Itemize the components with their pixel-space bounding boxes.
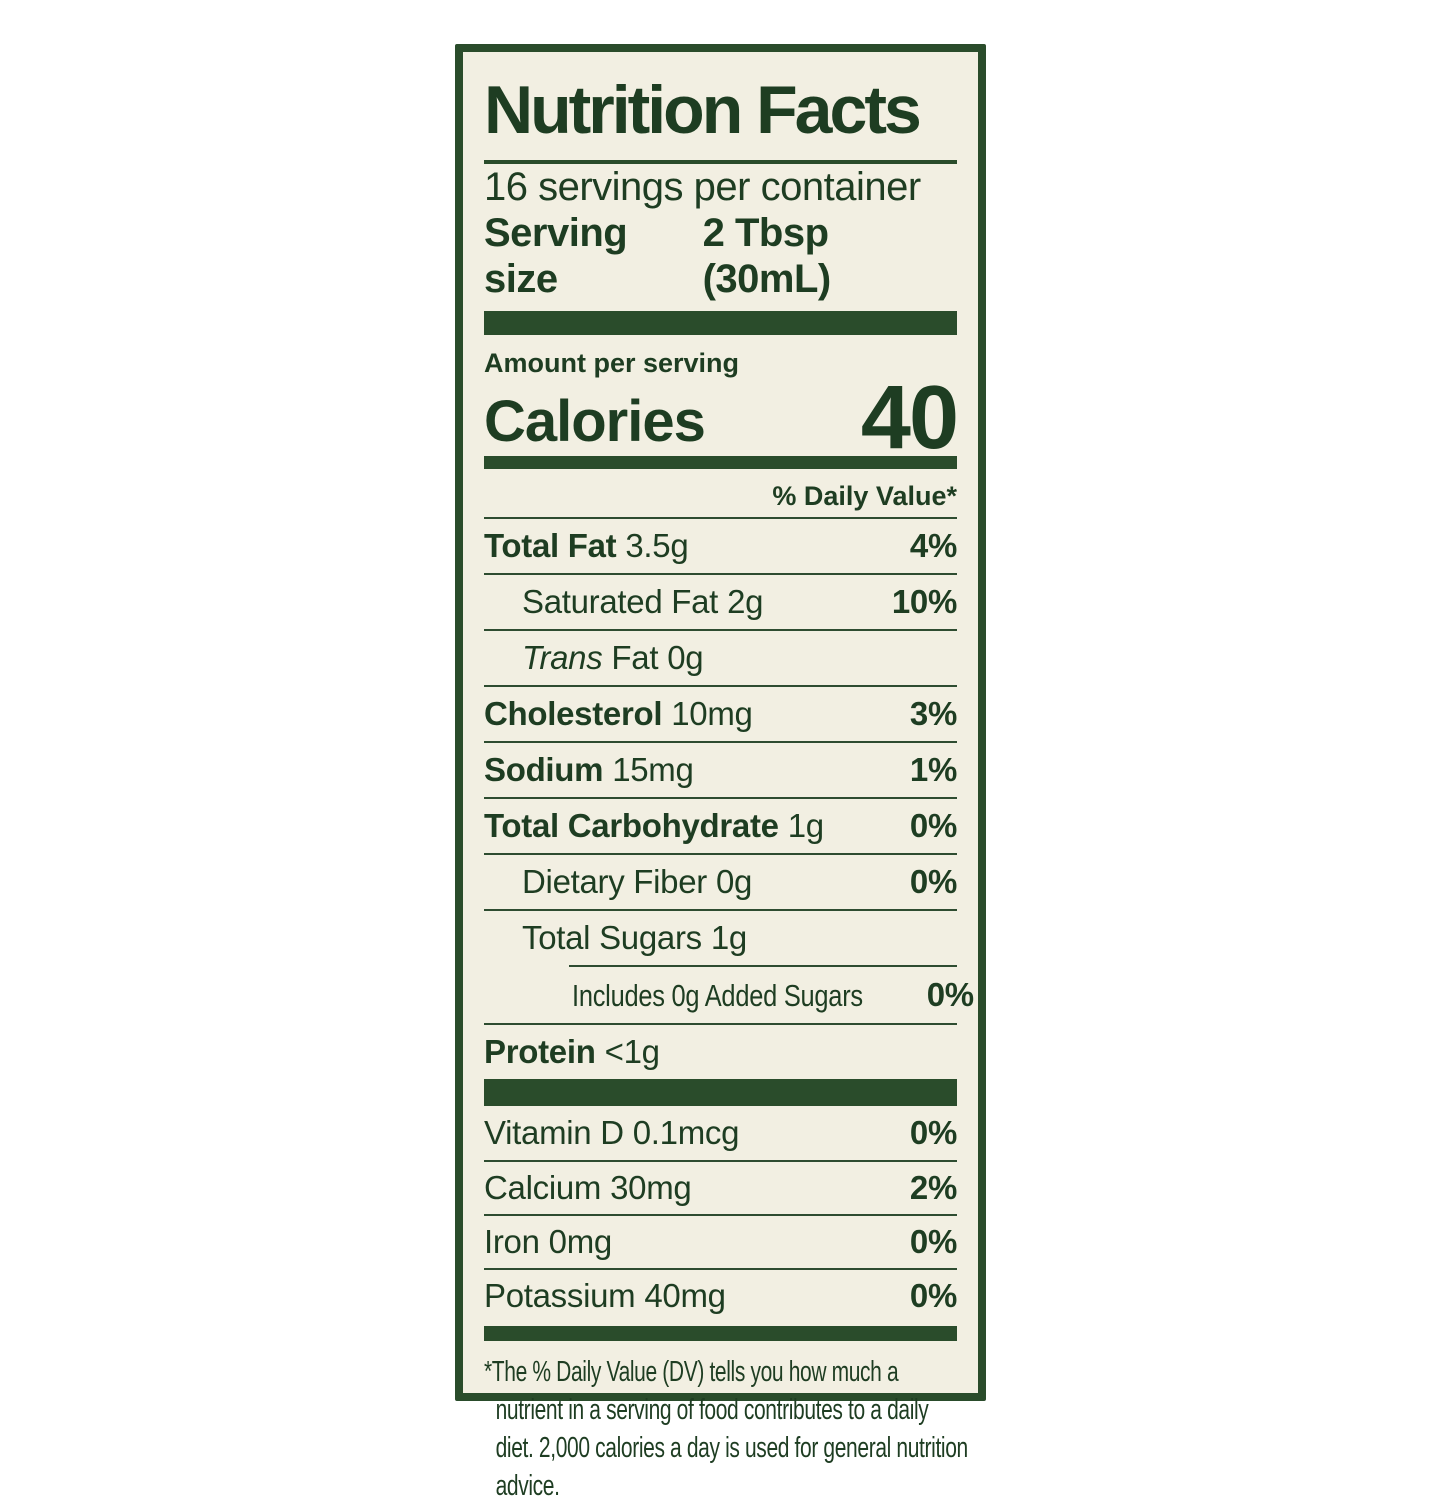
nutrient-name: Total Sugars (522, 919, 702, 956)
nutrient-row-trans-fat: Trans Fat 0g (484, 629, 957, 685)
nutrient-row-total-fat: Total Fat 3.5g 4% (484, 517, 957, 573)
nutrient-dv: 4% (909, 527, 957, 564)
nutrient-amount: 0g (715, 863, 753, 900)
nutrient-dv: 0% (909, 1114, 957, 1151)
micronutrient-table: Vitamin D 0.1mcg 0% Calcium 30mg 2% Iron 0m… (484, 1106, 957, 1322)
nutrient-amount: 1g (710, 919, 747, 956)
nutrient-table: Total Fat 3.5g 4% Saturated Fat 2g 10% Tra… (484, 517, 974, 1079)
nutrient-name: Saturated Fat (522, 583, 719, 620)
nutrient-amount: 1g (787, 807, 824, 844)
nutrient-name: Potassium (484, 1277, 636, 1314)
nutrient-name: Fat (611, 639, 659, 676)
serving-size-value: 2 Tbsp (30mL) (702, 211, 832, 301)
micronutrient-row-vitamin-d: Vitamin D 0.1mcg 0% (484, 1106, 957, 1160)
calories-row: Calories 40 (484, 368, 959, 468)
nutrient-amount: 15mg (612, 751, 694, 788)
nutrient-dv: 10% (891, 583, 957, 620)
micronutrient-row-iron: Iron 0mg 0% (484, 1214, 957, 1268)
nutrient-dv: 0% (909, 1277, 957, 1314)
divider-bar-thick (484, 311, 957, 335)
divider-bar-thin (484, 1326, 957, 1341)
nutrient-amount: 0.1mcg (632, 1114, 740, 1151)
nutrient-name: Vitamin D (484, 1114, 624, 1151)
nutrient-amount: 0mg (548, 1223, 613, 1260)
servings-per-container: 16 servings per container (484, 165, 921, 209)
nutrient-dv: 2% (909, 1169, 957, 1206)
nutrient-dv: 1% (909, 751, 957, 788)
divider-bar-medium (484, 456, 957, 469)
nutrient-name: Includes 0g Added Sugars (572, 978, 863, 1013)
amount-per-serving-label: Amount per serving (484, 348, 740, 378)
nutrient-dv: 0% (909, 807, 957, 844)
nutrient-name: Total Carbohydrate (484, 807, 779, 844)
nutrient-amount: 2g (727, 583, 764, 620)
nutrient-row-saturated-fat: Saturated Fat 2g 10% (484, 573, 957, 629)
nutrient-dv: 3% (909, 695, 957, 732)
calories-value: 40 (860, 368, 959, 468)
micronutrient-row-potassium: Potassium 40mg 0% (484, 1268, 957, 1322)
divider-bar-thick (484, 1079, 957, 1106)
nutrient-amount: 40mg (644, 1277, 726, 1314)
nutrient-name: Protein (484, 1033, 596, 1070)
label-title: Nutrition Facts (484, 70, 957, 164)
nutrient-name: Calcium (484, 1169, 602, 1206)
nutrient-amount: 10mg (671, 695, 753, 732)
nutrient-name: Dietary Fiber (522, 863, 707, 900)
nutrient-amount: <1g (604, 1033, 660, 1070)
nutrient-dv: 0% (909, 863, 957, 900)
nutrient-row-dietary-fiber: Dietary Fiber 0g 0% (484, 853, 957, 909)
inset-separator (569, 965, 957, 967)
nutrient-dv: 0% (909, 1223, 957, 1260)
nutrient-name: Total Fat (484, 527, 617, 564)
nutrient-name: Cholesterol (484, 695, 663, 732)
nutrient-amount: 30mg (610, 1169, 692, 1206)
serving-size-row: Serving size 2 Tbsp (30mL) (484, 210, 957, 302)
nutrient-row-cholesterol: Cholesterol 10mg 3% (484, 685, 957, 741)
micronutrient-row-calcium: Calcium 30mg 2% (484, 1160, 957, 1214)
nutrient-row-added-sugars: Includes 0g Added Sugars 0% (484, 967, 974, 1023)
nutrient-row-total-carbohydrate: Total Carbohydrate 1g 0% (484, 797, 957, 853)
nutrient-name: Iron (484, 1223, 540, 1260)
nutrient-row-total-sugars: Total Sugars 1g (484, 909, 957, 965)
calories-label: Calories (484, 389, 706, 454)
nutrient-amount: 3.5g (625, 527, 689, 564)
nutrient-row-sodium: Sodium 15mg 1% (484, 741, 957, 797)
nutrient-amount: 0g (667, 639, 704, 676)
nutrient-name-italic: Trans (522, 639, 603, 676)
nutrient-name: Sodium (484, 751, 604, 788)
serving-size-label: Serving size (484, 211, 628, 301)
nutrient-dv: 0% (926, 976, 974, 1013)
nutrient-row-protein: Protein <1g (484, 1023, 957, 1079)
daily-value-header: % Daily Value* (772, 481, 957, 511)
daily-value-footnote: *The % Daily Value (DV) tells you how mu… (484, 1356, 968, 1502)
nutrition-facts-label: Nutrition Facts 16 servings per containe… (455, 44, 986, 1502)
